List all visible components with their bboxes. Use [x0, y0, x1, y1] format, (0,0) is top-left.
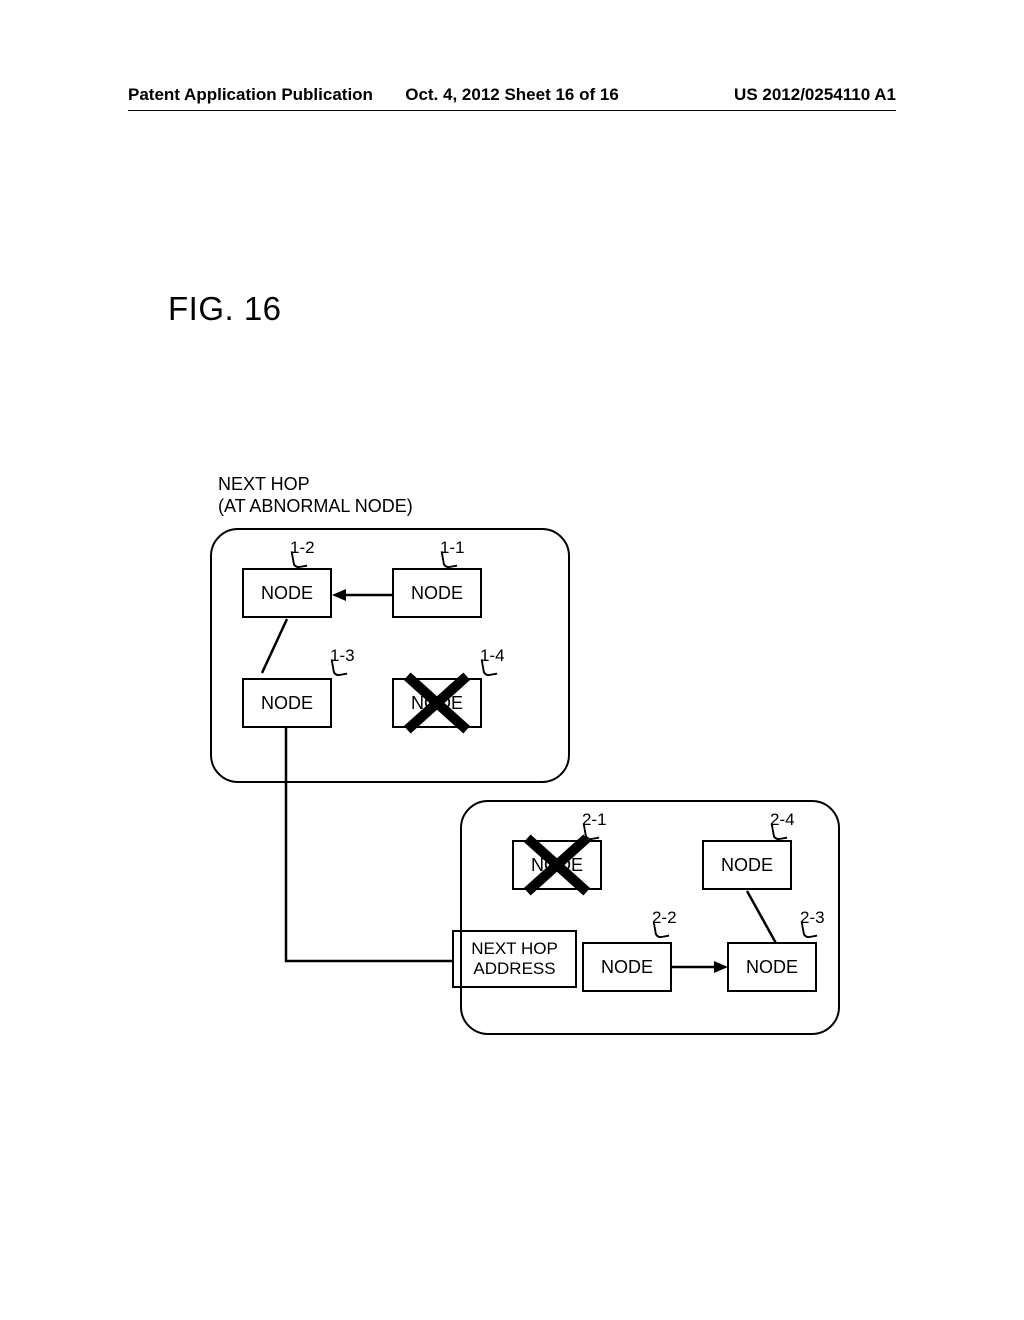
node-1-4: NODE: [392, 678, 482, 728]
lead-2-4: [771, 821, 788, 841]
node-1-3: NODE: [242, 678, 332, 728]
node-2-1-text: NODE: [531, 855, 583, 876]
edge-12-to-13: [252, 615, 322, 685]
header-rule: [128, 110, 896, 111]
lead-2-3: [801, 919, 818, 939]
node-1-4-text: NODE: [411, 693, 463, 714]
node-2-2: NODE: [582, 942, 672, 992]
node-1-2: NODE: [242, 568, 332, 618]
figure-label: FIG. 16: [168, 290, 282, 328]
node-1-2-text: NODE: [261, 583, 313, 604]
node-2-4-text: NODE: [721, 855, 773, 876]
node-1-1-text: NODE: [411, 583, 463, 604]
node-1-1: NODE: [392, 568, 482, 618]
group-1: 1-2 NODE 1-1 NODE 1-3 NODE 1-4 NODE: [210, 528, 570, 783]
node-2-3: NODE: [727, 942, 817, 992]
group1-title-line2: (AT ABNORMAL NODE): [218, 496, 413, 516]
lead-1-1: [441, 549, 458, 569]
group-2: 2-1 NODE 2-4 NODE 2-2 NODE 2-3 NODE: [460, 800, 840, 1035]
header-right: US 2012/0254110 A1: [734, 85, 896, 105]
node-2-4: NODE: [702, 840, 792, 890]
lead-1-2: [291, 549, 308, 569]
lead-2-2: [653, 919, 670, 939]
arrow-22-to-23: [670, 957, 730, 977]
node-1-3-text: NODE: [261, 693, 313, 714]
header-left: Patent Application Publication: [128, 85, 373, 105]
group1-title-line1: NEXT HOP: [218, 474, 310, 494]
diagram-container: NEXT HOP (AT ABNORMAL NODE) 1-2 NODE 1-1…: [210, 470, 894, 1020]
header-center: Oct. 4, 2012 Sheet 16 of 16: [405, 85, 619, 105]
group1-title: NEXT HOP (AT ABNORMAL NODE): [218, 474, 413, 517]
page-header: Patent Application Publication Oct. 4, 2…: [0, 85, 1024, 105]
arrow-11-to-12: [330, 585, 394, 605]
lead-1-4: [481, 657, 498, 677]
lead-1-3: [331, 657, 348, 677]
lead-2-1: [583, 821, 600, 841]
node-2-2-text: NODE: [601, 957, 653, 978]
node-2-3-text: NODE: [746, 957, 798, 978]
node-2-1: NODE: [512, 840, 602, 890]
